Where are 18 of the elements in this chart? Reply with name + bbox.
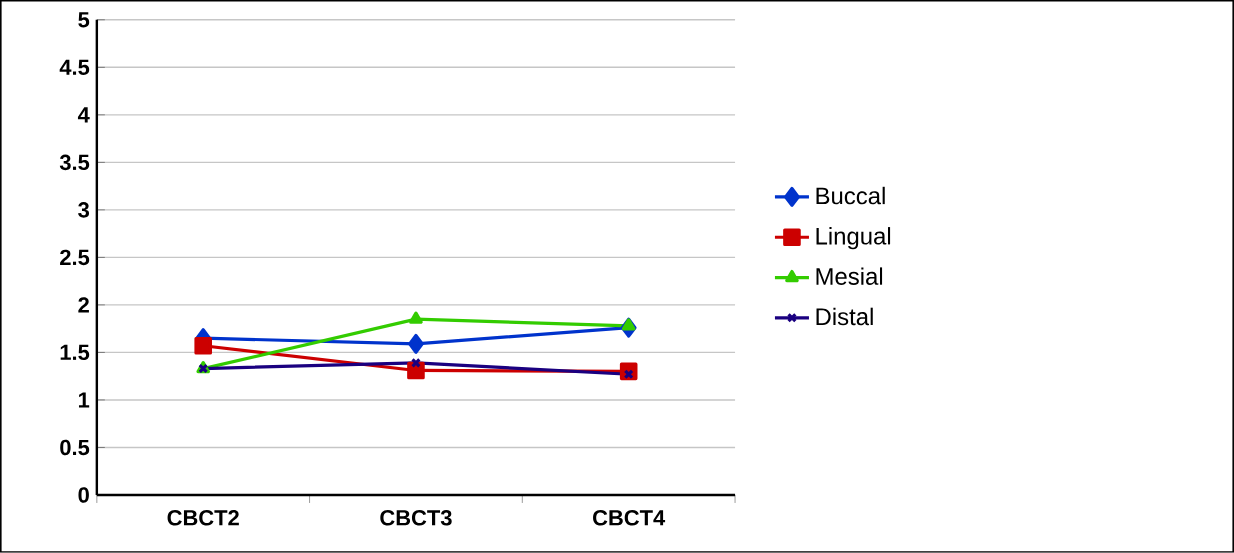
legend-label: Lingual <box>816 227 891 250</box>
y-tick-label: 2.5 <box>60 249 90 266</box>
y-tick-label: 1 <box>78 392 90 408</box>
y-tick-label: 5 <box>78 12 90 28</box>
x-tick-label: CBCT3 <box>380 510 452 526</box>
y-tick-label: 4.5 <box>59 59 90 76</box>
legend-label: Mesial <box>816 267 883 286</box>
y-tick-label: 0 <box>78 487 89 503</box>
x-tick-label: CBCT4 <box>593 510 666 526</box>
legend-label: Buccal <box>816 186 885 205</box>
y-tick-label: 3.5 <box>59 154 90 171</box>
y-tick-label: 0.5 <box>60 439 90 456</box>
y-tick-label: 4 <box>77 107 90 123</box>
x-tick-label: CBCT2 <box>167 510 239 526</box>
legend-label: Distal <box>816 307 873 326</box>
y-tick-label: 3 <box>78 202 90 218</box>
y-tick-label: 1.5 <box>60 344 90 361</box>
y-tick-label: 2 <box>78 297 89 313</box>
